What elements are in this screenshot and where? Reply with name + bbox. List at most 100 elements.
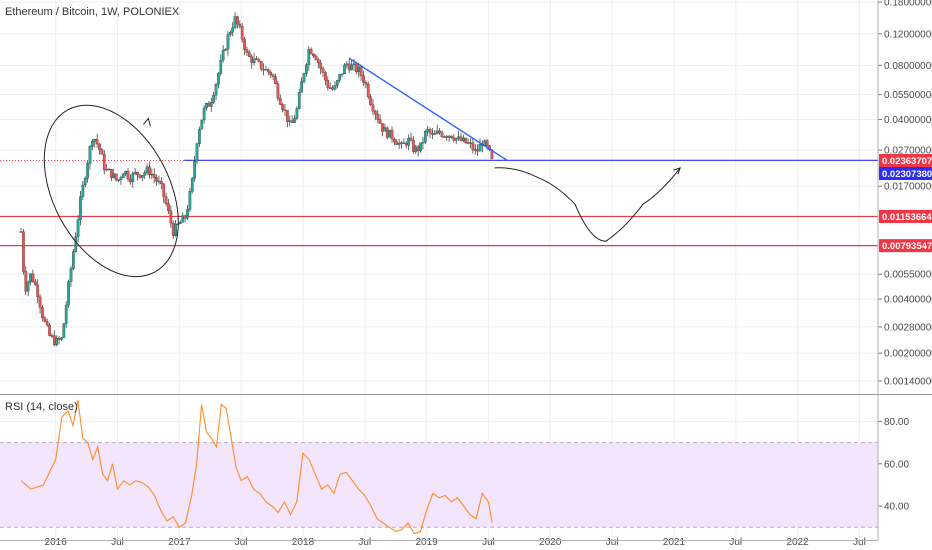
candle-body	[238, 23, 242, 27]
candle-body	[278, 98, 282, 105]
y-tick-label: 0.00550000	[884, 270, 932, 281]
price-tags: 0.02363707 0.02307380 0.01153664 0.00793547	[879, 154, 932, 253]
candle-body	[369, 96, 372, 105]
candle-body	[100, 149, 104, 155]
candle-body	[438, 130, 441, 133]
candle-body	[366, 84, 370, 97]
candle-body	[140, 175, 144, 178]
candle-body	[328, 87, 332, 89]
candle-body	[385, 127, 389, 138]
candle-body	[250, 56, 254, 63]
candle-body	[112, 173, 116, 178]
candle-body	[433, 133, 437, 135]
candle-body	[190, 178, 194, 192]
candle-body	[205, 103, 208, 109]
candle-body	[36, 284, 40, 298]
candle-body	[454, 138, 458, 141]
x-tick-label: 2020	[539, 537, 562, 548]
candle-body	[354, 63, 358, 73]
candle-body	[374, 111, 377, 115]
candle-body	[198, 128, 201, 144]
candle-body	[478, 143, 482, 152]
candle-body	[86, 163, 89, 179]
candle-body	[347, 63, 351, 71]
x-tick-label: Jul	[482, 537, 495, 548]
drawings	[43, 57, 681, 278]
candle-body	[181, 215, 185, 223]
candle-body	[228, 32, 232, 35]
y-tick-label: 0.00280000	[884, 322, 932, 333]
candle-body	[150, 173, 154, 176]
x-tick-label: Jul	[853, 537, 866, 548]
candle-body	[326, 79, 330, 88]
candle-body	[255, 58, 258, 60]
y-tick-label: 0.00400000	[884, 295, 932, 306]
candle-body	[214, 84, 218, 96]
rsi-title: RSI (14, close)	[5, 401, 78, 413]
y-tick-label: 0.08000000	[884, 61, 932, 72]
y-tick-label: 0.00200000	[884, 349, 932, 360]
candle-body	[145, 166, 149, 173]
y-tick-label: 0.00140000	[884, 376, 932, 387]
candle-body	[131, 173, 135, 183]
candle-body	[209, 102, 213, 107]
candle-body	[319, 62, 323, 69]
candle-body	[364, 82, 368, 85]
candle-body	[459, 136, 463, 141]
candle-body	[469, 142, 472, 144]
candle-body	[376, 113, 380, 120]
candle-body	[31, 273, 35, 282]
candle-body	[236, 16, 239, 25]
candle-body	[19, 231, 23, 233]
projection-curve	[494, 167, 681, 242]
candle-body	[69, 268, 73, 282]
candle-body	[295, 108, 299, 119]
candle-body	[83, 178, 87, 186]
candle-body	[264, 69, 268, 71]
candle-body	[148, 166, 151, 175]
candle-body	[157, 180, 161, 183]
candle-body	[38, 296, 42, 308]
y-tick-label: 0.12000000	[884, 29, 932, 40]
chart-title: Ethereum / Bitcoin, 1W, POLONIEX	[5, 6, 180, 18]
rsi-band-fill	[0, 442, 878, 528]
candle-body	[243, 38, 246, 50]
candle-body	[224, 49, 227, 51]
candle-body	[195, 143, 199, 162]
candle-body	[174, 223, 177, 236]
candle-body	[71, 251, 75, 269]
x-tick-label: 2018	[292, 537, 315, 548]
y-tick-label: 0.18000000	[884, 0, 932, 9]
x-tick-label: 2021	[663, 537, 686, 548]
candle-body	[52, 335, 56, 346]
rsi-tick-label: 80.00	[884, 417, 909, 428]
x-tick-label: 2019	[416, 537, 439, 548]
candle-body	[290, 120, 294, 123]
candle-body	[393, 138, 396, 143]
horizontal-levels	[0, 159, 878, 247]
candle-body	[202, 107, 206, 121]
candle-body	[471, 142, 475, 151]
candle-body	[119, 177, 123, 180]
candle-body	[76, 219, 80, 237]
candle-body	[395, 141, 399, 145]
candle-body	[183, 215, 187, 219]
price-tag	[879, 167, 932, 181]
candle-body	[435, 130, 439, 134]
candle-body	[105, 169, 108, 171]
candle-body	[171, 222, 175, 236]
candle-body	[67, 281, 70, 306]
candle-body	[274, 76, 277, 84]
candle-body	[335, 80, 339, 86]
candle-body	[60, 337, 63, 340]
candle-body	[423, 131, 427, 143]
candle-body	[45, 321, 49, 326]
candle-body	[41, 307, 44, 319]
candle-body	[136, 171, 139, 176]
candle-body	[321, 68, 325, 73]
candle-body	[114, 173, 118, 181]
candle-body	[259, 61, 263, 70]
candle-body	[316, 59, 320, 64]
candle-body	[407, 137, 411, 146]
rsi-band	[0, 442, 878, 528]
